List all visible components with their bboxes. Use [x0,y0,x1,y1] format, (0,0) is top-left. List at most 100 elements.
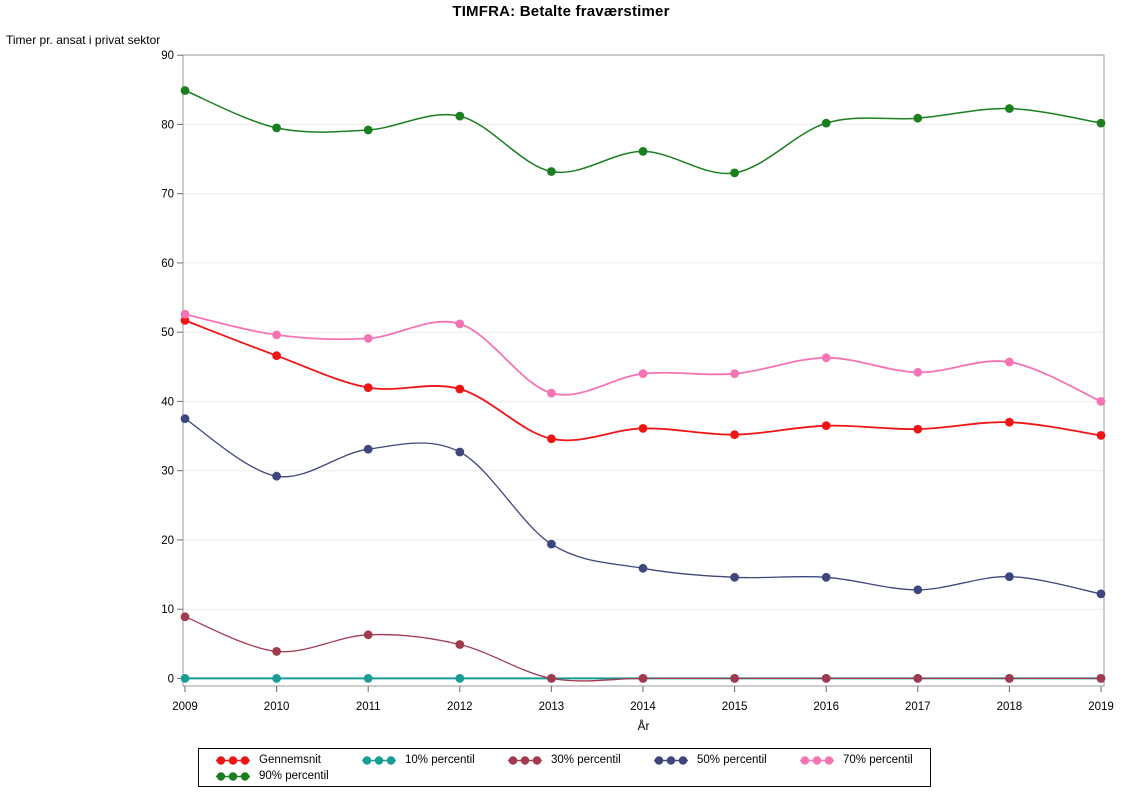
legend-label: 50% percentil [697,754,767,766]
legend-line-marker-icon [508,755,542,765]
data-point-50-percentil [730,572,739,582]
data-point-90-percentil [1096,118,1106,128]
y-tick-label: 10 [161,604,174,616]
data-point-gennemsnit [730,430,739,440]
chart-title: TIMFRA: Betalte fraværstimer [452,3,670,20]
data-point-50-percentil [363,444,373,454]
legend-line-marker-icon [216,771,250,781]
x-tick-label: 2017 [905,701,931,713]
data-point-70-percentil [730,369,739,379]
data-point-gennemsnit [913,424,923,434]
legend-line-marker-icon [654,755,688,765]
data-point-70-percentil [913,367,923,377]
y-axis-title: Timer pr. ansat i privat sektor [6,33,161,47]
y-tick-label: 50 [161,327,174,339]
plot-area: 0 10 20 30 40 50 60 70 80 90 2009 2010 2011 2012 2013 2… [161,50,1114,713]
legend-label: 90% percentil [259,770,329,782]
data-point-90-percentil [272,123,281,133]
data-point-50-percentil [547,539,556,549]
legend-entry: 50% percentil [653,754,799,766]
data-point-50-percentil [821,572,831,582]
data-point-10-percentil [363,674,373,683]
data-point-90-percentil [638,147,648,156]
y-tick-label: 60 [161,258,174,270]
data-point-90-percentil [913,113,923,123]
legend-label: 10% percentil [405,754,475,766]
y-tick-label: 20 [161,535,174,547]
data-point-10-percentil [272,674,281,683]
x-tick-label: 2018 [997,701,1023,713]
data-point-50-percentil [1096,589,1106,599]
data-point-70-percentil [1005,357,1014,367]
legend-line-marker-icon [216,755,250,765]
legend-row: Gennemsnit 10% percentil 30% percentil 50% … [215,752,930,768]
data-point-90-percentil [455,111,465,121]
x-tick-label: 2019 [1088,701,1114,713]
data-point-30-percentil [638,674,648,683]
data-point-50-percentil [1005,572,1014,581]
data-point-70-percentil [547,388,556,398]
data-point-gennemsnit [455,384,465,394]
data-point-gennemsnit [821,421,831,431]
data-point-30-percentil [821,674,831,683]
y-tick-label: 0 [168,673,174,685]
legend-label: Gennemsnit [259,754,322,766]
data-point-30-percentil [547,674,556,683]
legend-label: 70% percentil [843,754,913,766]
data-point-90-percentil [821,118,831,128]
legend-entry: 10% percentil [361,754,507,766]
legend-label: 30% percentil [551,754,621,766]
x-tick-label: 2009 [172,701,198,713]
data-point-30-percentil [1096,674,1106,683]
legend: Gennemsnit 10% percentil 30% percentil 50% … [198,748,931,787]
data-point-50-percentil [638,563,648,573]
data-point-90-percentil [730,168,739,178]
x-tick-label: 2014 [630,701,656,713]
legend-line-marker-icon [800,755,834,765]
data-point-90-percentil [1005,104,1014,113]
series-line-90-percentil [184,89,1102,175]
x-tick-label: 2015 [722,701,748,713]
x-tick-label: 2013 [539,701,565,713]
data-point-gennemsnit [1005,417,1014,427]
data-point-gennemsnit [272,351,281,361]
x-tick-label: 2011 [356,701,381,713]
data-point-gennemsnit [1096,431,1106,440]
data-point-90-percentil [180,86,190,95]
data-point-gennemsnit [547,434,556,444]
data-point-50-percentil [913,585,923,595]
data-point-90-percentil [547,167,556,176]
data-point-50-percentil [180,414,190,424]
data-point-30-percentil [455,640,465,649]
legend-entry: 90% percentil [215,770,361,782]
y-tick-label: 90 [161,50,174,62]
data-point-70-percentil [363,334,373,343]
y-tick-label: 70 [161,189,174,201]
data-point-gennemsnit [180,316,190,325]
data-point-gennemsnit [638,424,648,433]
data-point-70-percentil [272,330,281,340]
y-tick-label: 40 [161,396,174,408]
data-point-30-percentil [272,647,281,656]
data-point-30-percentil [363,630,373,640]
x-tick-label: 2016 [813,701,839,713]
legend-row: 90% percentil [215,768,930,784]
data-point-30-percentil [730,674,739,683]
data-point-70-percentil [638,369,648,379]
data-point-50-percentil [455,447,465,457]
data-point-90-percentil [363,125,373,135]
x-axis-title: År [637,719,650,733]
data-point-70-percentil [455,319,465,329]
data-point-30-percentil [180,612,190,622]
legend-entry: Gennemsnit [215,754,361,766]
y-tick-label: 80 [161,119,174,131]
x-tick-label: 2012 [447,701,473,713]
series-line-50-percentil [184,418,1102,595]
data-point-10-percentil [455,674,465,683]
data-point-10-percentil [180,674,190,683]
data-point-30-percentil [913,674,923,683]
data-point-50-percentil [272,471,281,481]
series-line-70-percentil [184,313,1102,403]
legend-entry: 30% percentil [507,754,653,766]
y-tick-label: 30 [161,466,174,478]
